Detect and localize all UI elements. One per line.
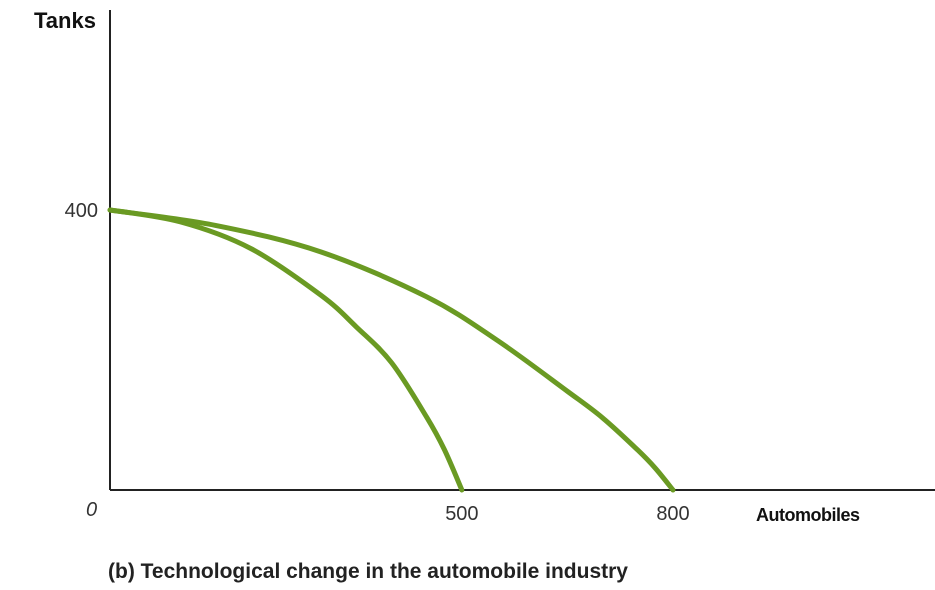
origin-label: 0 (86, 499, 98, 521)
chart-caption: (b) Technological change in the automobi… (108, 560, 628, 583)
y-axis-label: Tanks (34, 8, 96, 33)
ppf-curve-1 (107, 207, 465, 493)
x-tick-label: 800 (656, 503, 689, 525)
x-tick-label: 500 (445, 503, 478, 525)
x-axis-label: Automobiles (756, 505, 860, 525)
ppf-curve-2 (107, 207, 676, 493)
y-tick-label: 400 (65, 200, 98, 222)
